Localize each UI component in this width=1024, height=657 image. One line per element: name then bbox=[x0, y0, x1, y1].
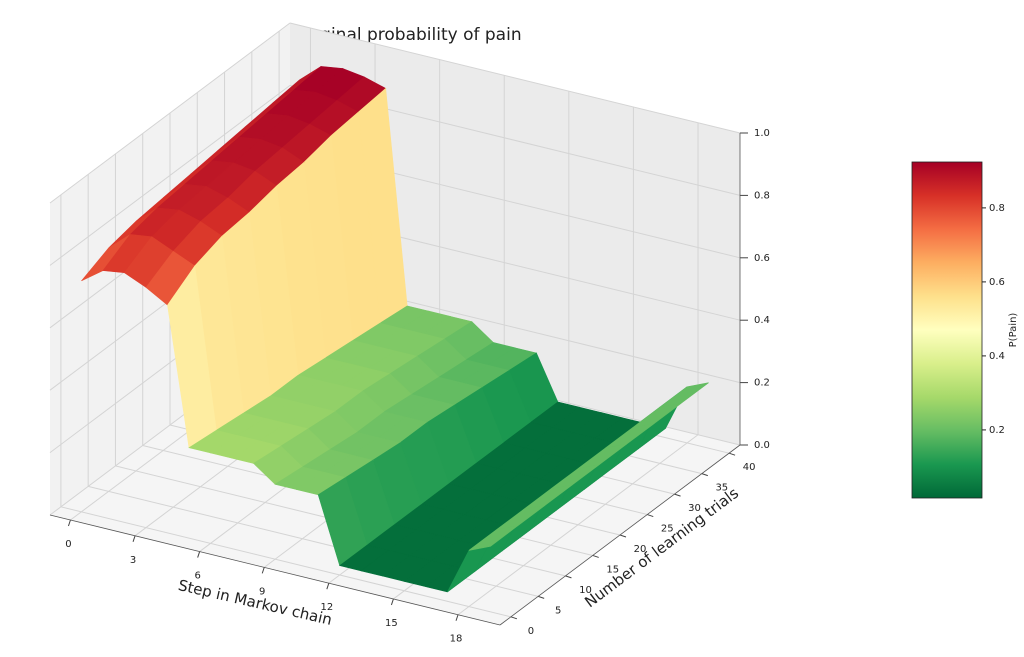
surface-patch bbox=[468, 525, 518, 551]
y-tick bbox=[619, 534, 627, 538]
x-tick bbox=[132, 535, 136, 542]
grid-line bbox=[60, 506, 512, 618]
y-tick-label: 35 bbox=[715, 483, 728, 494]
z-tick-label: 0.6 bbox=[754, 253, 770, 264]
y-tick bbox=[647, 514, 654, 518]
colorbar-tick-label: 0.4 bbox=[989, 351, 1005, 362]
y-tick bbox=[538, 595, 545, 599]
x-tick bbox=[455, 614, 459, 621]
y-tick bbox=[510, 616, 518, 620]
grid-line bbox=[289, 22, 741, 134]
colorbar-tick-label: 0.6 bbox=[989, 277, 1005, 288]
z-tick-label: 0.2 bbox=[754, 378, 770, 389]
y-tick-label: 5 bbox=[555, 605, 561, 616]
x-tick-label: 6 bbox=[194, 571, 200, 582]
x-tick bbox=[326, 582, 330, 590]
y-tick-label: 0 bbox=[528, 626, 534, 637]
colorbar bbox=[911, 161, 983, 499]
x-tick bbox=[390, 598, 394, 606]
x-tick bbox=[67, 519, 71, 527]
colorbar-tick-label: 0.2 bbox=[989, 425, 1005, 436]
y-tick bbox=[592, 554, 599, 558]
z-tick-label: 0.4 bbox=[754, 315, 770, 326]
x-tick bbox=[261, 567, 265, 574]
axis-line bbox=[499, 444, 741, 626]
colorbar-label: P(Pain) bbox=[1008, 313, 1019, 348]
x-tick-label: 9 bbox=[259, 586, 265, 597]
y-tick-label: 30 bbox=[688, 503, 701, 514]
y-tick bbox=[728, 452, 736, 456]
x-tick-label: 12 bbox=[320, 602, 333, 613]
y-tick-label: 40 bbox=[743, 462, 756, 473]
x-axis-label: Step in Markov chain bbox=[176, 576, 333, 629]
x-tick bbox=[197, 551, 201, 558]
axis-line bbox=[49, 514, 501, 626]
y-tick bbox=[701, 473, 708, 477]
z-tick-label: 0.8 bbox=[754, 190, 770, 201]
grid-line bbox=[49, 85, 291, 266]
grid-line bbox=[49, 22, 291, 204]
y-tick-label: 10 bbox=[579, 585, 592, 596]
x-tick-label: 15 bbox=[385, 618, 398, 629]
x-tick-label: 18 bbox=[450, 634, 463, 645]
y-tick-label: 20 bbox=[634, 544, 647, 555]
y-tick bbox=[565, 575, 572, 579]
colorbar-tick-label: 0.8 bbox=[989, 203, 1005, 214]
z-tick-label: 1.0 bbox=[754, 128, 770, 139]
x-tick-label: 3 bbox=[130, 555, 136, 566]
x-tick-label: 0 bbox=[65, 539, 71, 550]
y-tick bbox=[674, 493, 681, 497]
y-tick-label: 15 bbox=[606, 564, 619, 575]
y-tick-label: 25 bbox=[661, 524, 674, 535]
z-tick-label: 0.0 bbox=[754, 440, 770, 451]
